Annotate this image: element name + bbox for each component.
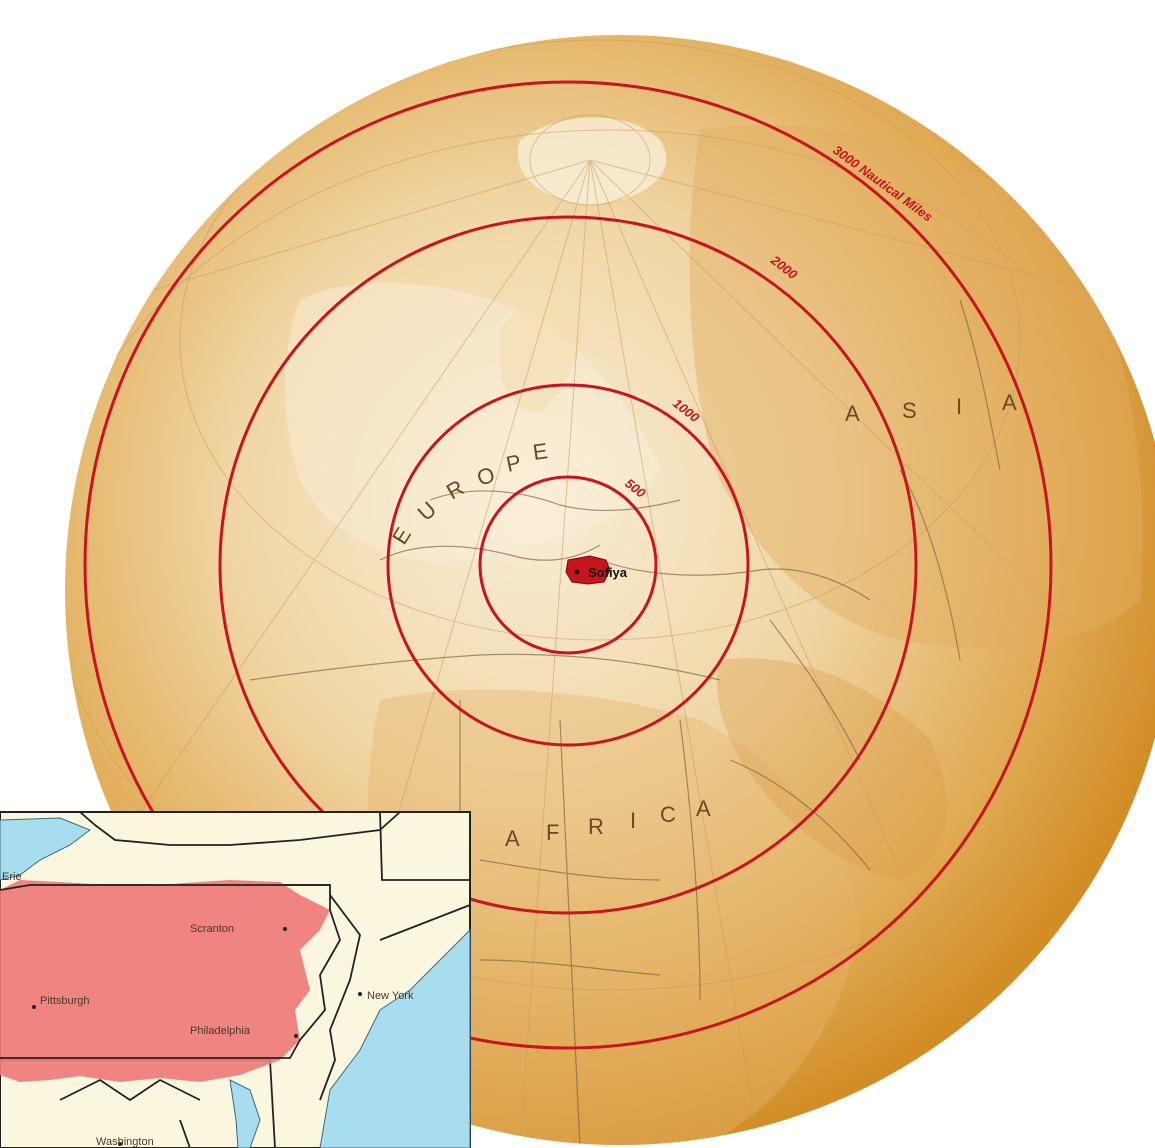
- asia-letter: I: [956, 394, 962, 419]
- pennsylvania-outline: [0, 884, 341, 1059]
- atlantic-ocean: [319, 928, 471, 1148]
- city-label-scranton: Scranton: [190, 923, 234, 935]
- bulgaria-size-overlay: [0, 880, 330, 1082]
- graticule: [65, 39, 1155, 1145]
- ring-1000: [386, 383, 750, 747]
- europe-letter: P: [504, 449, 524, 477]
- lake-erie: [0, 817, 92, 881]
- arabia-landmass: [716, 658, 947, 880]
- city-label-philadelphia: Philadelphia: [190, 1025, 251, 1037]
- borders: [249, 299, 1001, 1145]
- sofiya-marker: [574, 569, 580, 575]
- new-york-marker: [358, 992, 362, 996]
- continent-label-africa: A F R I C A: [505, 796, 711, 851]
- asia-landmass: [689, 124, 1143, 648]
- bulgaria-highlight: [565, 555, 611, 585]
- inset-map: Scranton Pittsburgh Philadelphia New Yor…: [0, 811, 471, 1148]
- asia-letter: A: [1002, 390, 1017, 415]
- africa-letter: F: [546, 820, 559, 845]
- city-label-erie: Erie: [2, 871, 22, 883]
- globe-terrain: [65, 39, 1155, 1145]
- africa-letter: A: [505, 826, 520, 851]
- africa-landmass: [368, 689, 860, 1145]
- pittsburgh-marker: [32, 1005, 36, 1009]
- africa-letter: A: [696, 796, 711, 821]
- city-label-new-york: New York: [367, 990, 414, 1002]
- arctic-cap: [518, 117, 667, 205]
- ring-3000: [83, 80, 1053, 1050]
- distance-rings: [83, 80, 1053, 1050]
- africa-letter: R: [588, 814, 604, 839]
- city-label-washington: Washington: [96, 1136, 154, 1148]
- asia-letter: S: [902, 398, 917, 423]
- washington-marker: [118, 1142, 122, 1146]
- asia-letter: A: [845, 401, 860, 426]
- city-label-pittsburgh: Pittsburgh: [40, 995, 90, 1007]
- africa-letter: C: [660, 802, 676, 827]
- capital-label-sofiya: Sofiya: [588, 565, 628, 580]
- chesapeake-bay: [229, 1079, 261, 1148]
- europe-letter: E: [531, 438, 549, 465]
- philadelphia-marker: [294, 1034, 298, 1038]
- africa-letter: I: [630, 808, 636, 833]
- ring-2000: [218, 215, 918, 915]
- ring-500: [478, 475, 658, 655]
- continent-label-asia: A S I A: [845, 390, 1017, 426]
- scranton-marker: [283, 927, 287, 931]
